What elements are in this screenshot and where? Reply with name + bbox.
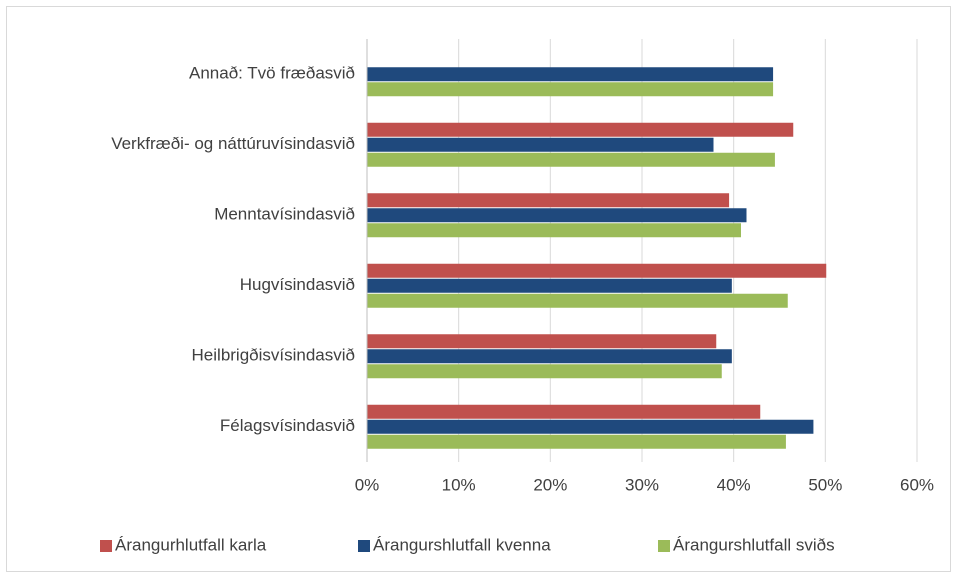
x-tick-label: 60%: [900, 475, 934, 494]
y-tick-label: Annað: Tvö fræðasvið: [189, 64, 355, 83]
y-tick-label: Félagsvísindasvið: [220, 416, 355, 435]
bar: [367, 152, 775, 167]
bar: [367, 349, 732, 364]
legend-label: Árangurshlutfall sviðs: [673, 535, 835, 554]
bar: [367, 208, 747, 223]
x-tick-label: 0%: [355, 475, 380, 494]
y-tick-label: Verkfræði- og náttúruvísindasvið: [111, 134, 355, 153]
bar: [367, 419, 814, 434]
bar: [367, 223, 741, 238]
bar: [367, 293, 788, 308]
legend-swatch: [658, 540, 670, 552]
bar: [367, 263, 827, 278]
legend-swatch: [100, 540, 112, 552]
y-tick-label: Hugvísindasvið: [240, 275, 355, 294]
bar: [367, 434, 786, 449]
bar: [367, 334, 717, 349]
x-tick-label: 10%: [442, 475, 476, 494]
y-tick-label: Menntavísindasvið: [214, 205, 355, 224]
y-tick-label: Heilbrigðisvísindasvið: [192, 346, 355, 365]
bar: [367, 122, 794, 137]
bar: [367, 67, 774, 82]
legend-swatch: [358, 540, 370, 552]
legend-label: Árangurhlutfall karla: [115, 535, 267, 554]
bar: [367, 278, 732, 293]
x-tick-label: 30%: [625, 475, 659, 494]
bar: [367, 404, 761, 419]
bar: [367, 137, 714, 152]
bar: [367, 193, 730, 208]
bar: [367, 82, 774, 97]
legend-label: Árangurshlutfall kvenna: [373, 535, 551, 554]
x-tick-label: 50%: [808, 475, 842, 494]
x-tick-label: 20%: [533, 475, 567, 494]
x-tick-label: 40%: [717, 475, 751, 494]
bar: [367, 364, 722, 379]
